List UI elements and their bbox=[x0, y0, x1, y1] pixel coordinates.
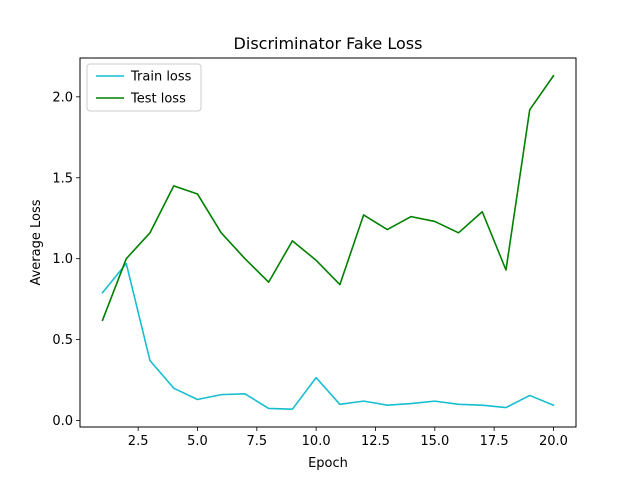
legend-label-test-loss: Test loss bbox=[130, 92, 186, 107]
x-tick-label: 20.0 bbox=[539, 434, 568, 449]
x-tick-label: 15.0 bbox=[420, 434, 449, 449]
x-axis-label: Epoch bbox=[308, 456, 348, 471]
y-tick-label: 1.0 bbox=[52, 252, 73, 267]
y-tick-label: 0.0 bbox=[52, 414, 73, 429]
x-tick-label: 17.5 bbox=[480, 434, 509, 449]
plot-lines bbox=[101, 74, 555, 411]
y-tick-label: 2.0 bbox=[52, 90, 73, 105]
y-axis-label: Average Loss bbox=[29, 199, 44, 285]
y-axis-ticks: 0.0 0.5 1.0 1.5 2.0 bbox=[52, 90, 80, 429]
x-tick-label: 7.5 bbox=[246, 434, 267, 449]
x-tick-label: 12.5 bbox=[361, 434, 390, 449]
chart-title: Discriminator Fake Loss bbox=[234, 34, 423, 53]
x-tick-label: 2.5 bbox=[128, 434, 149, 449]
legend-label-train-loss: Train loss bbox=[130, 70, 192, 85]
x-axis-ticks: 2.5 5.0 7.5 10.0 12.5 15.0 17.5 20.0 bbox=[128, 427, 568, 449]
x-tick-label: 10.0 bbox=[302, 434, 331, 449]
y-tick-label: 0.5 bbox=[52, 333, 73, 348]
y-tick-label: 1.5 bbox=[52, 171, 73, 186]
legend: Train loss Test loss bbox=[86, 63, 202, 112]
series-line-train-loss bbox=[101, 262, 555, 411]
series-line-test-loss bbox=[101, 74, 555, 322]
x-tick-label: 5.0 bbox=[187, 434, 208, 449]
plot-frame bbox=[79, 57, 577, 428]
